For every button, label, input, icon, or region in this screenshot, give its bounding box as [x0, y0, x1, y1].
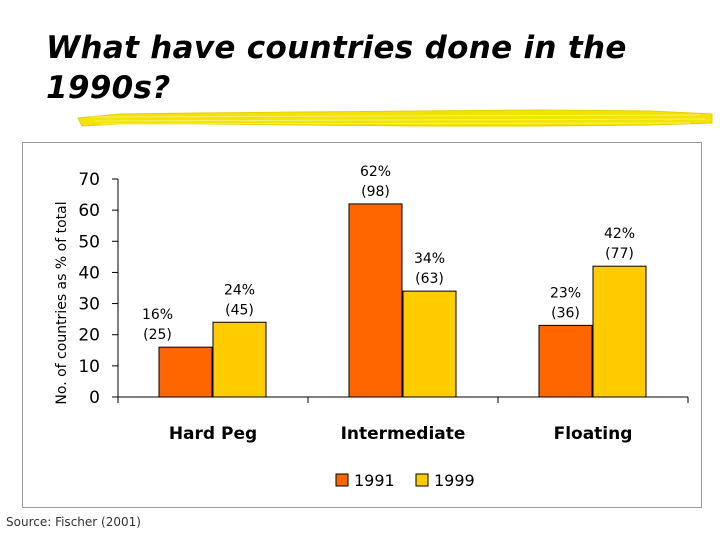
y-tick-label: 30 [78, 295, 100, 315]
x-tick-label: Floating [554, 424, 633, 444]
data-label-pct: 62% [360, 164, 391, 180]
y-tick-label: 20 [78, 326, 100, 346]
data-label-count: (63) [415, 271, 444, 287]
title-underline-stroke [77, 109, 713, 127]
y-tick-label: 60 [78, 201, 100, 221]
slide-title-line-1: What have countries done in the [46, 30, 627, 66]
bar-1999-hard-peg [212, 321, 267, 398]
slide-title-line-2: 1990s? [46, 70, 171, 106]
legend-label-1991: 1991 [354, 471, 395, 490]
legend-label-1999: 1999 [434, 471, 475, 490]
x-tick-label: Intermediate [341, 424, 466, 444]
data-label-count: (36) [551, 305, 580, 321]
title-underline-band [77, 109, 713, 127]
data-label-count: (77) [605, 246, 634, 262]
bar-1999-intermediate [402, 290, 457, 398]
y-tick-label: 0 [89, 388, 100, 408]
bar-1991-floating [538, 324, 593, 398]
y-tick-label: 10 [78, 357, 100, 377]
source-caption: Source: Fischer (2001) [6, 515, 141, 529]
bar-chart: 0 10 20 30 40 50 60 70 No. of countries as % of … [54, 164, 689, 490]
data-label-count: (25) [143, 327, 172, 343]
bar-1991-hard-peg [158, 346, 213, 398]
bar-1999-floating [592, 265, 647, 398]
x-tick-label: Hard Peg [169, 424, 257, 444]
data-label-pct: 16% [142, 307, 173, 323]
legend-swatch-1999 [415, 473, 429, 487]
bar-1991-intermediate [348, 203, 403, 398]
y-tick-label: 50 [78, 232, 100, 252]
slide-title: What have countries done in the 1990s? [46, 28, 686, 108]
data-label-pct: 34% [414, 251, 445, 267]
y-tick-label: 70 [78, 170, 100, 190]
legend-swatch-1991 [335, 473, 349, 487]
y-tick-label: 40 [78, 263, 100, 283]
data-label-pct: 42% [604, 226, 635, 242]
data-label-pct: 23% [550, 285, 581, 301]
y-axis-title: No. of countries as % of total [54, 201, 70, 404]
data-label-pct: 24% [224, 282, 255, 298]
chart-frame: 0 10 20 30 40 50 60 70 No. of countries as % of … [22, 142, 702, 508]
title-underline-texture [89, 114, 706, 125]
data-label-count: (98) [361, 184, 390, 200]
data-label-count: (45) [225, 302, 254, 318]
